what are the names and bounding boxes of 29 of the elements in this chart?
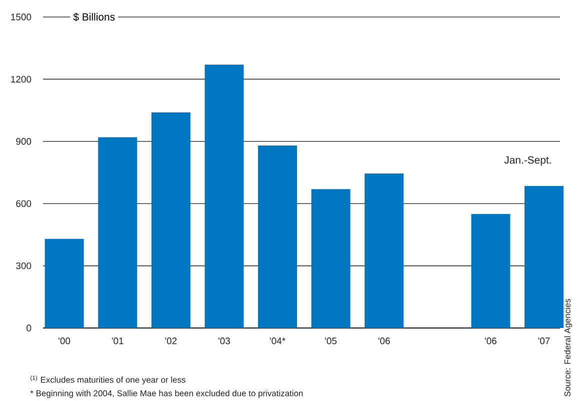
x-tick-label: '06: [378, 338, 390, 344]
bar: [471, 214, 510, 328]
bar: [364, 174, 404, 328]
bar: [44, 238, 84, 328]
y-axis-title: $ Billions: [73, 12, 115, 22]
x-tick-label: '04*: [270, 338, 286, 344]
bar: [258, 146, 298, 328]
y-tick-label: 900: [16, 138, 32, 145]
text: * Beginning with 2004, Sallie Mae has been excluded due to privatization: [30, 390, 303, 398]
y-tick-label: 1200: [11, 76, 32, 83]
bar: [204, 64, 244, 328]
x-tick-label: '03: [218, 338, 230, 344]
x-tick-label: '06: [485, 338, 496, 344]
x-tick-label: '05: [325, 338, 337, 344]
x-tick-label: '07: [538, 338, 550, 344]
bar: [151, 112, 190, 328]
bar: [524, 186, 564, 328]
bar: [311, 189, 350, 328]
x-tick-label: '01: [112, 338, 124, 344]
y-tick-label: 300: [16, 262, 32, 270]
annotation: Jan.-Sept.: [504, 156, 551, 166]
x-tick-label: '02: [165, 338, 177, 344]
y-tick-label: 0: [26, 324, 32, 332]
y-tick-label: 600: [16, 200, 32, 207]
bar: [98, 137, 138, 328]
source-note: Source: Federal Agencies: [564, 298, 572, 396]
y-tick-label: 1500: [11, 14, 32, 20]
text: $^{(1)}$ Excludes maturities of one year or less: [30, 376, 186, 384]
x-tick-label: '00: [58, 338, 70, 344]
